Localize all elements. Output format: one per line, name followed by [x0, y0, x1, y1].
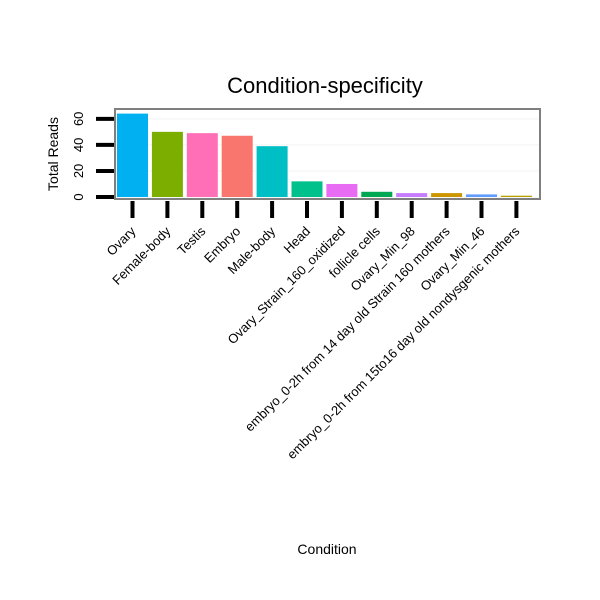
bar: [396, 193, 428, 197]
y-tick-label: 0: [71, 193, 86, 200]
plot-panel-border: [114, 108, 541, 200]
bar: [466, 194, 497, 197]
chart-title: Condition-specificity: [227, 73, 423, 98]
y-axis: 0 20 40 60: [71, 112, 114, 201]
bar: [500, 195, 532, 197]
bars-layer: [117, 113, 532, 197]
y-tick-label: 20: [71, 164, 86, 178]
bar: [117, 113, 148, 197]
bar: [186, 133, 218, 197]
bar: [291, 181, 323, 197]
bar: [431, 193, 463, 197]
x-tick-label: Head: [281, 224, 314, 257]
bar: [361, 191, 393, 197]
x-axis-title: Condition: [297, 541, 356, 557]
bar: [221, 135, 253, 197]
bar: [151, 131, 183, 197]
y-axis-title: Total Reads: [45, 117, 61, 191]
y-tick-label: 40: [71, 138, 86, 152]
y-tick-label: 60: [71, 112, 86, 126]
bar: [326, 183, 358, 197]
bar: [256, 146, 288, 197]
